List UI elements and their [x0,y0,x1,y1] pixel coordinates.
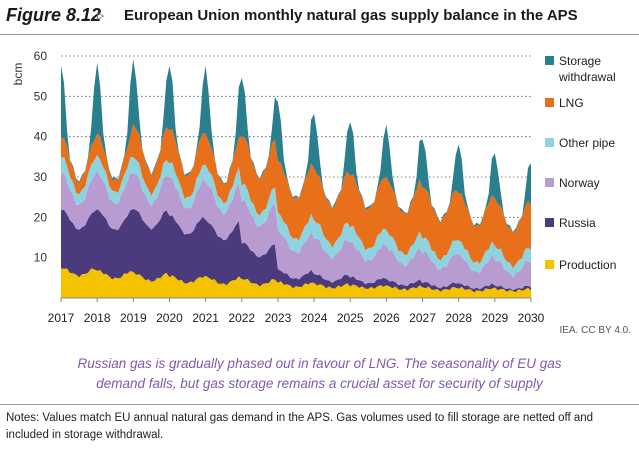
y-tick-label: 50 [34,89,48,103]
takeaway-line-2: demand falls, but gas storage remains a … [96,376,543,391]
area-production [61,268,531,298]
x-tick-label: 2025 [337,311,364,324]
header-divider [0,34,639,35]
x-tick-label: 2024 [301,311,328,324]
legend-label: Storage [559,54,601,68]
y-tick-label: 20 [34,210,48,224]
chart-title: European Union monthly natural gas suppl… [124,7,578,24]
x-tick-label: 2030 [518,311,545,324]
x-tick-label: 2029 [481,311,508,324]
y-axis-label: bcm [11,63,25,86]
legend-swatch [545,178,554,187]
legend-label: Other pipe [559,136,615,150]
x-tick-label: 2027 [409,311,436,324]
legend-label: Norway [559,176,600,190]
legend-swatch [545,218,554,227]
area-russia [61,208,531,293]
figure-arrow-icon: ▹ [97,7,105,24]
legend-swatch [545,98,554,107]
legend-label: LNG [559,96,584,110]
x-tick-label: 2022 [228,311,255,324]
area-lng [61,123,531,268]
notes-text: Notes: Values match EU annual natural ga… [6,412,594,441]
y-tick-label: 10 [34,251,48,265]
area-series [61,59,531,298]
y-tick-label: 60 [34,49,48,63]
y-axis: 10 20 30 40 50 60 [34,49,48,265]
credit-text: IEA. CC BY 4.0. [559,325,631,336]
takeaway-line-1: Russian gas is gradually phased out in f… [77,356,562,371]
area-norway [61,170,531,291]
x-tick-label: 2018 [84,311,111,324]
figure-label: Figure 8.12 [6,5,102,25]
figure-header: Figure 8.12 ▹ European Union monthly nat… [0,0,639,34]
notes-divider [0,404,639,405]
x-tick-label: 2020 [156,311,183,324]
takeaway-text: Russian gas is gradually phased out in f… [0,354,639,394]
y-tick-label: 40 [34,130,48,144]
legend-swatch [545,138,554,147]
x-tick-label: 2028 [445,311,472,324]
area-other-pipe [61,154,531,278]
x-axis: 2017 2018 2019 2020 2021 2022 2023 2024 2025 2026… [48,297,545,324]
x-tick-label: 2017 [48,311,75,324]
x-tick-label: 2026 [373,311,400,324]
legend-swatch [545,260,554,269]
legend-label: withdrawal [558,70,616,84]
legend-label: Russia [559,216,596,230]
x-tick-label: 2019 [120,311,147,324]
y-tick-label: 30 [34,170,48,184]
x-tick-label: 2023 [265,311,292,324]
x-tick-label: 2021 [192,311,219,324]
legend-swatch [545,56,554,65]
legend-label: Production [559,258,616,272]
legend: Storage withdrawal LNG Other pipe Norway Russ… [545,54,616,272]
